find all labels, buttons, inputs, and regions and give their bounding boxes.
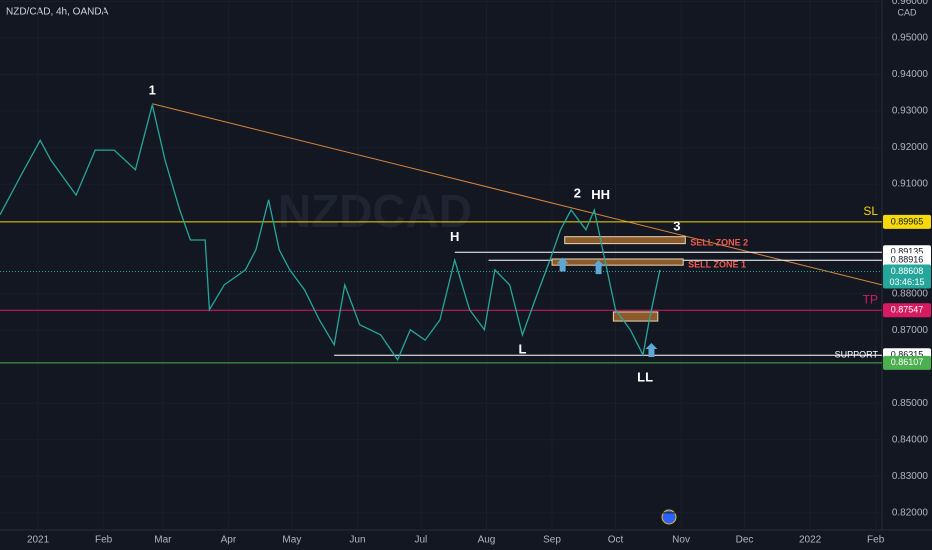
price-badge (883, 214, 931, 229)
price-badge-label: 0.86107 (891, 357, 924, 367)
annotation: HH (591, 187, 610, 202)
x-tick-label: Feb (95, 535, 113, 546)
chart-title: NZD/CAD, 4h, OANDA (6, 7, 109, 18)
watermark: NZDCAD (278, 185, 472, 237)
x-tick-label: Oct (608, 535, 624, 546)
x-tick-label: Jul (415, 535, 428, 546)
price-badge (883, 253, 931, 268)
y-tick-label: 0.82000 (892, 507, 929, 518)
y-tick-label: 0.87000 (892, 325, 929, 336)
level-label: SL (863, 204, 878, 218)
x-tick-label: Feb (867, 535, 885, 546)
y-tick-label: 0.94000 (892, 69, 929, 80)
y-tick-label: 0.95000 (892, 33, 929, 44)
x-tick-label: 2021 (27, 535, 50, 546)
y-tick-label: 0.91000 (892, 179, 929, 190)
sell-zone (612, 311, 659, 322)
annotation: 2 (574, 185, 581, 200)
price-badge-label: 0.86315 (891, 350, 924, 360)
annotation: H (450, 229, 459, 244)
x-tick-label: 2022 (799, 535, 822, 546)
sell-zone (564, 236, 686, 245)
y-tick-label: 0.83000 (892, 471, 929, 482)
y-tick-label: 0.85000 (892, 398, 929, 409)
y-tick-label: 0.88000 (892, 288, 929, 299)
y-tick-label: 0.92000 (892, 142, 929, 153)
sell-zone (551, 258, 684, 266)
zone-label: SELL ZONE 2 (690, 238, 748, 248)
trendline (152, 103, 883, 286)
arrow (556, 257, 569, 272)
x-tick-label: Dec (736, 535, 754, 546)
x-tick-label: Mar (154, 535, 172, 546)
y-tick-label: 0.84000 (892, 434, 929, 445)
x-tick-label: May (282, 535, 301, 546)
arrow (645, 343, 658, 358)
x-tick-label: Aug (478, 535, 496, 546)
countdown: 03:46:15 (889, 277, 924, 287)
price-badge-label: 0.88608 (891, 266, 924, 276)
level-label: TP (863, 292, 878, 306)
price-badge (883, 355, 931, 370)
annotation: LL (637, 369, 653, 384)
price-badge-label: 0.87547 (891, 305, 924, 315)
price-line (0, 104, 661, 362)
currency: CAD (897, 7, 917, 17)
price-badge (883, 303, 931, 318)
x-tick-label: Apr (221, 535, 237, 546)
annotation: 1 (149, 82, 156, 97)
event-icon[interactable] (661, 509, 677, 525)
annotation: 3 (673, 218, 680, 233)
x-tick-label: Sep (543, 535, 561, 546)
annotation: L (518, 341, 526, 356)
y-tick-label: 0.96000 (892, 0, 929, 7)
level-label: SUPPORT (835, 350, 879, 360)
x-tick-label: Jun (349, 535, 365, 546)
price-badge-label: 0.88916 (891, 255, 924, 265)
price-badge (883, 264, 931, 289)
zone-label: SELL ZONE 1 (688, 259, 746, 269)
arrow (592, 260, 605, 275)
x-tick-label: Nov (672, 535, 690, 546)
price-badge-label: 0.89965 (891, 216, 924, 226)
y-tick-label: 0.93000 (892, 106, 929, 117)
price-badge-label: 0.89135 (891, 247, 924, 257)
